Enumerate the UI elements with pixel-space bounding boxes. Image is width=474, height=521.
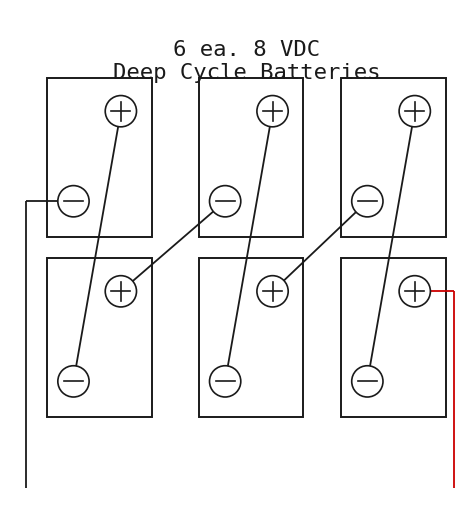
Circle shape [58, 185, 89, 217]
Circle shape [399, 276, 430, 307]
Circle shape [105, 276, 137, 307]
Text: Deep Cycle Batteries: Deep Cycle Batteries [113, 63, 380, 83]
Circle shape [257, 276, 288, 307]
Circle shape [352, 185, 383, 217]
Bar [47, 78, 152, 237]
Circle shape [105, 95, 137, 127]
Bar [341, 78, 446, 237]
Bar [199, 78, 303, 237]
Circle shape [257, 95, 288, 127]
Bar [341, 258, 446, 417]
Circle shape [58, 366, 89, 397]
Circle shape [210, 185, 241, 217]
Circle shape [210, 366, 241, 397]
Circle shape [352, 366, 383, 397]
Bar [47, 258, 152, 417]
Text: 6 ea. 8 VDC: 6 ea. 8 VDC [173, 40, 320, 59]
Circle shape [399, 95, 430, 127]
Bar [199, 258, 303, 417]
